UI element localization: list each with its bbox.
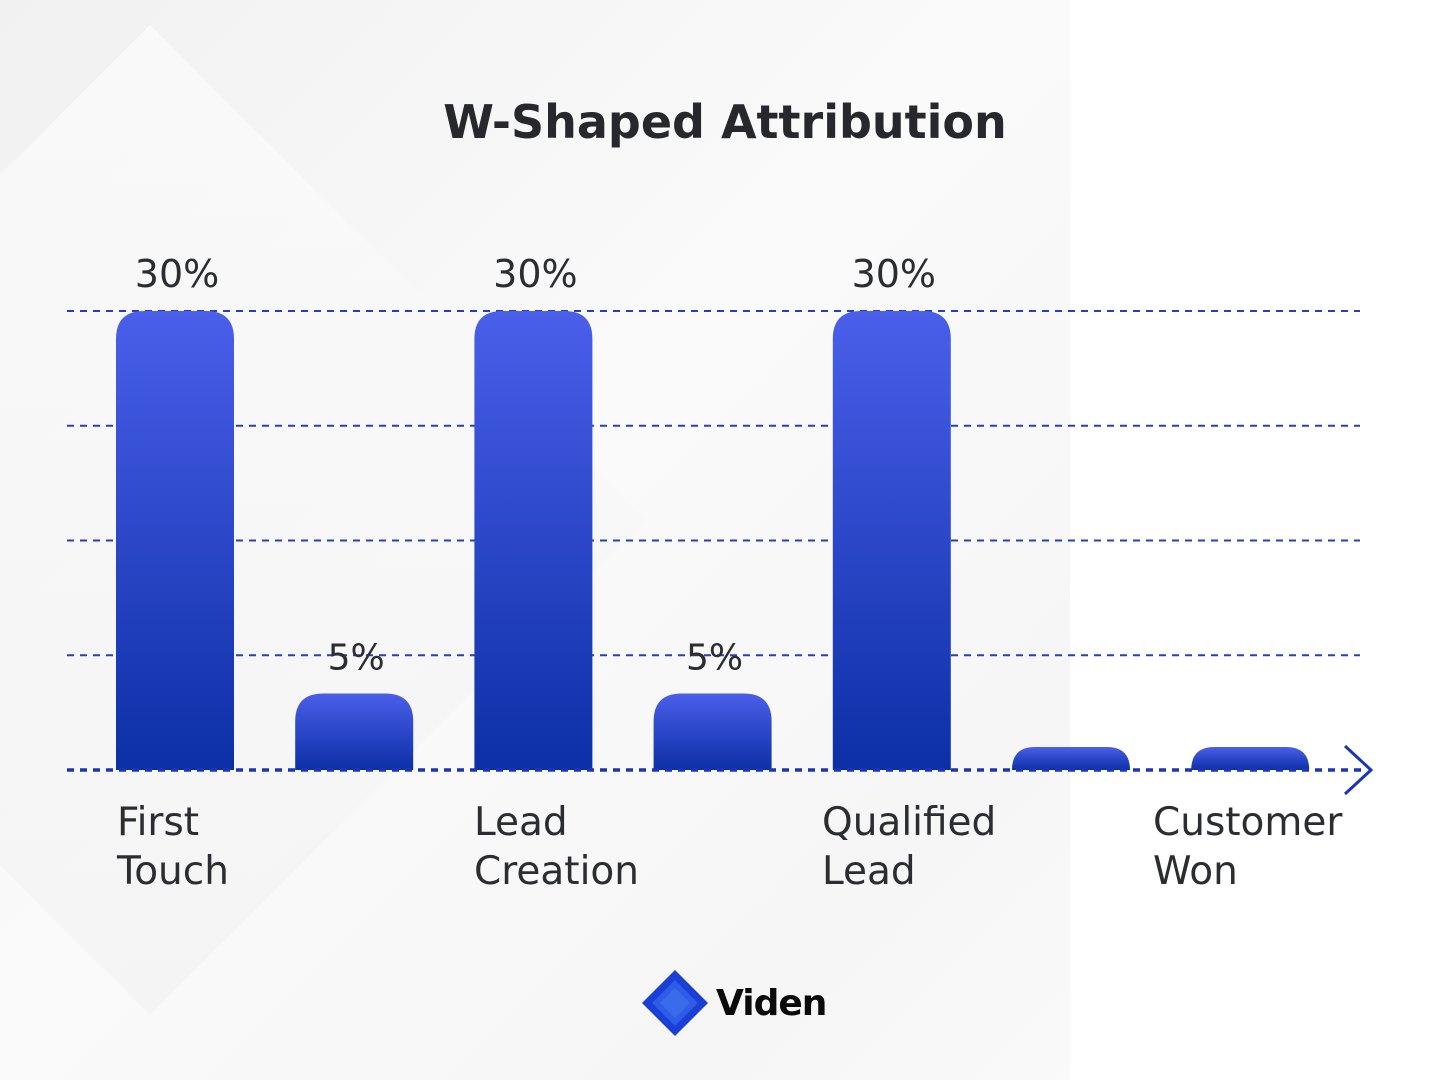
axis-arrow-icon [1343, 744, 1374, 796]
bar [1191, 747, 1310, 770]
bar [295, 693, 414, 770]
category-label-customer-won: Customer Won [1153, 800, 1343, 894]
viden-logo: Viden [640, 968, 827, 1038]
logo-text: Viden [716, 982, 827, 1024]
bar [653, 693, 772, 770]
bar [474, 311, 593, 770]
data-label: 5% [328, 638, 385, 679]
category-label-qualified-lead: Qualified Lead [822, 800, 997, 894]
bar [116, 311, 234, 770]
bar [832, 311, 951, 770]
data-label: 30% [493, 252, 577, 296]
category-label-first-touch: First Touch [117, 800, 229, 894]
data-label: 5% [686, 638, 743, 679]
bar [1012, 747, 1130, 770]
data-label: 30% [852, 252, 936, 296]
category-label-lead-creation: Lead Creation [474, 800, 640, 894]
chart-title: W-Shaped Attribution [443, 95, 1007, 149]
data-label: 30% [135, 252, 219, 296]
diamond-logo-icon [642, 970, 708, 1036]
